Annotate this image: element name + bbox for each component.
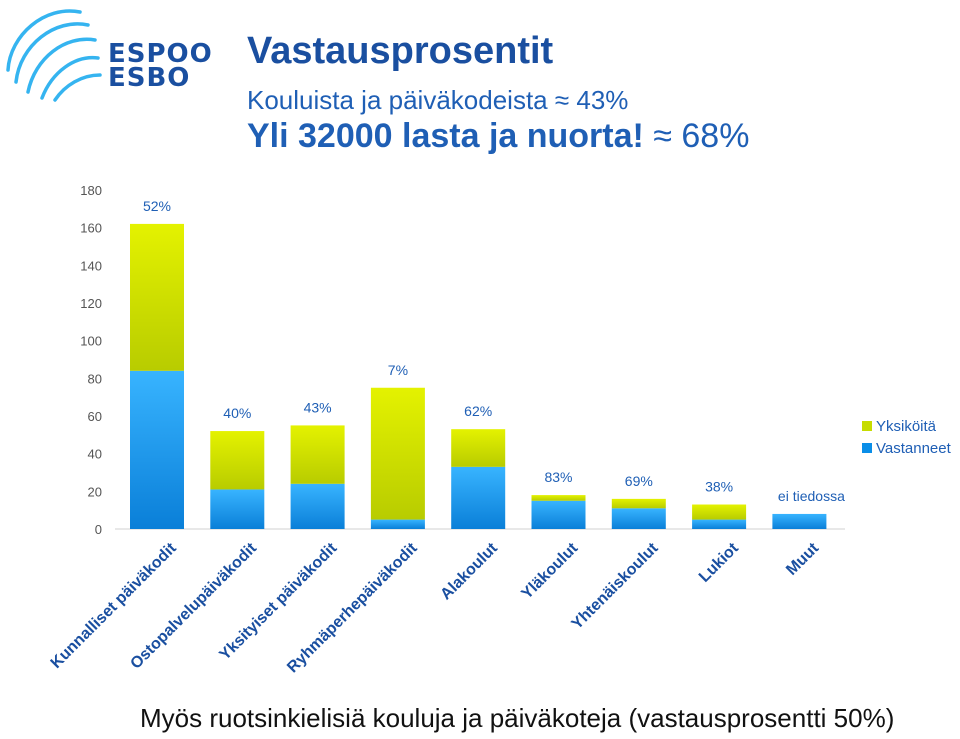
logo-text: ESPOO ESBO [108,39,213,93]
chart-legend: Yksiköitä Vastanneet [862,415,951,459]
data-label: 38% [705,479,733,495]
bar-vastanneet [370,519,425,529]
footer-note: Myös ruotsinkielisiä kouluja ja päiväkot… [140,703,895,733]
logo-line-esbo: ESBO [108,63,191,93]
data-label: ei tiedossa [778,488,845,504]
y-tick-label: 40 [88,447,102,462]
y-tick-label: 0 [95,522,102,537]
y-tick-label: 120 [80,296,102,311]
category-label: Muut [783,539,823,579]
subtitle-schools: Kouluista ja päiväkodeista ≈ 43% [247,85,629,115]
data-label: 83% [544,469,572,485]
data-label-bg [301,398,334,417]
bar-vastanneet [531,500,586,529]
subtitle-children-bold: Yli 32000 lasta ja nuorta! [247,117,644,155]
data-label: 69% [625,473,653,489]
logo-line-espoo: ESPOO [108,39,213,69]
data-label: 52% [143,198,171,214]
category-label: Lukiot [696,539,742,585]
data-label: 43% [304,399,332,415]
legend-swatch-vastanneet [862,443,872,453]
stacked-bar-chart: 0 20 40 60 80 100 120 140 160 180 52% Kunnalliset p… [47,183,860,677]
data-label-bg [542,468,575,487]
legend-swatch-yksikoita [862,421,872,431]
bar-yksikoita [692,504,747,520]
legend-label-yksikoita: Yksiköitä [876,417,937,435]
legend-label-vastanneet: Vastanneet [876,439,951,457]
category-label: Yläkoulut [518,539,581,602]
y-tick-label: 180 [80,183,102,198]
bar-yksikoita [290,425,345,484]
y-tick-label: 60 [88,409,102,424]
data-label-bg [622,471,655,490]
data-label: 40% [223,405,251,421]
subtitle-children: Yli 32000 lasta ja nuorta! ≈ 68% [247,117,749,156]
page-title: Vastausprosentit [247,30,554,72]
data-label-bg [763,486,860,505]
data-label-bg [703,477,736,496]
bar-vastanneet [130,370,184,529]
data-label-bg [385,360,410,379]
data-label-bg [141,196,173,215]
bar-yksikoita [370,387,425,520]
bar-yksikoita [210,431,265,490]
espoo-logo-mark-icon [6,9,102,102]
bar-vastanneet [692,519,747,529]
y-tick-label: 100 [80,334,102,349]
bar-vastanneet [451,466,506,529]
bar-yksikoita [130,223,184,371]
espoo-logo: ESPOO ESBO [0,0,212,110]
bar-vastanneet [290,483,345,529]
y-tick-label: 80 [88,371,102,386]
bar-yksikoita [611,498,666,509]
category-label: Ryhmäperhepäiväkodit [284,539,421,676]
data-label: 7% [388,362,408,378]
bar-vastanneet [210,489,265,529]
category-label: Alakoulut [437,539,501,603]
category-label: Kunnalliset päiväkodit [48,539,181,672]
data-label-bg [221,404,254,423]
y-tick-label: 140 [80,258,102,273]
data-label: 62% [464,403,492,419]
data-label-bg [462,402,495,421]
bar-yksikoita [451,429,506,467]
bar-vastanneet [772,513,827,529]
legend-item-yksikoita: Yksiköitä [862,415,951,437]
subtitle-children-rest: ≈ 68% [643,117,750,155]
y-tick-label: 160 [80,221,102,236]
category-label: Yhtenäiskoulut [569,539,663,633]
bar-vastanneet [611,508,666,529]
legend-item-vastanneet: Vastanneet [862,437,951,459]
bar-yksikoita [531,495,586,501]
y-tick-label: 20 [88,484,102,499]
